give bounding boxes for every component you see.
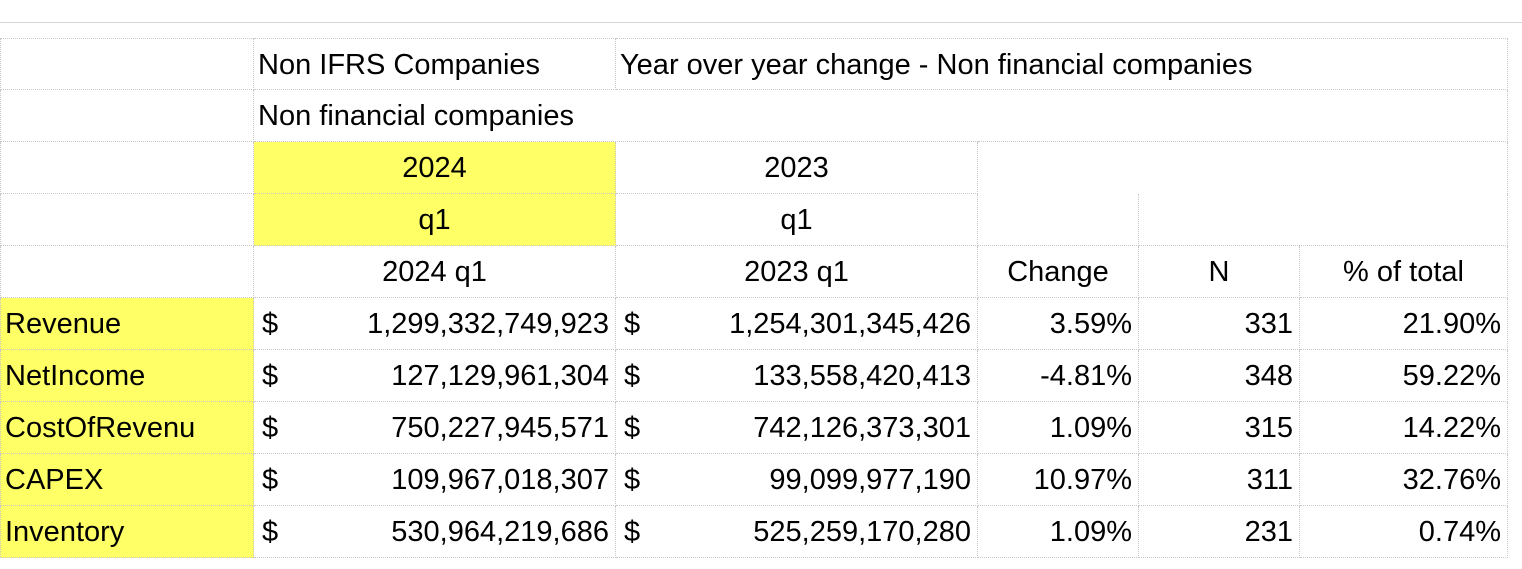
cell-pct-total[interactable]: 59.22% bbox=[1300, 350, 1508, 402]
table-row: Inventory $ 530,964,219,686 $ 525,259,17… bbox=[0, 506, 1522, 558]
cell-value-2024[interactable]: $ 530,964,219,686 bbox=[254, 506, 616, 558]
formula-bar-divider bbox=[0, 22, 1522, 23]
cell-blank[interactable] bbox=[978, 142, 1508, 194]
row-label[interactable]: NetIncome bbox=[0, 350, 254, 402]
cell-value-2023[interactable]: $ 742,126,373,301 bbox=[616, 402, 978, 454]
table-row: NetIncome $ 127,129,961,304 $ 133,558,42… bbox=[0, 350, 1522, 402]
cell-quarter-2024[interactable]: q1 bbox=[254, 194, 616, 246]
cell-n[interactable]: 348 bbox=[1139, 350, 1300, 402]
cell-year-2023[interactable]: 2023 bbox=[616, 142, 978, 194]
column-header-change[interactable]: Change bbox=[978, 246, 1139, 298]
sheet-row-title: Non IFRS Companies Year over year change… bbox=[0, 38, 1522, 90]
value-2024: 750,227,945,571 bbox=[391, 412, 609, 444]
currency-symbol: $ bbox=[624, 516, 641, 548]
value-2023: 99,099,977,190 bbox=[769, 464, 971, 496]
currency-symbol: $ bbox=[262, 308, 279, 340]
row-label[interactable]: CostOfRevenu bbox=[0, 402, 254, 454]
sheet-row-years: 2024 2023 bbox=[0, 142, 1522, 194]
currency-symbol: $ bbox=[624, 360, 641, 392]
row-label[interactable]: Inventory bbox=[0, 506, 254, 558]
cell-value-2024[interactable]: $ 750,227,945,571 bbox=[254, 402, 616, 454]
cell-n[interactable]: 331 bbox=[1139, 298, 1300, 350]
cell-value-2023[interactable]: $ 133,558,420,413 bbox=[616, 350, 978, 402]
currency-symbol: $ bbox=[262, 412, 279, 444]
cell-change[interactable]: 3.59% bbox=[978, 298, 1139, 350]
cell-blank[interactable] bbox=[0, 38, 254, 90]
row-label[interactable]: Revenue bbox=[0, 298, 254, 350]
currency-symbol: $ bbox=[262, 516, 279, 548]
cell-n[interactable]: 311 bbox=[1139, 454, 1300, 506]
currency-symbol: $ bbox=[624, 412, 641, 444]
table-row: CAPEX $ 109,967,018,307 $ 99,099,977,190… bbox=[0, 454, 1522, 506]
sheet-row-subtitle: Non financial companies bbox=[0, 90, 1522, 142]
value-2024: 109,967,018,307 bbox=[391, 464, 609, 496]
value-2023: 1,254,301,345,426 bbox=[729, 308, 971, 340]
cell-blank[interactable] bbox=[1139, 194, 1508, 246]
cell-n[interactable]: 315 bbox=[1139, 402, 1300, 454]
cell-value-2023[interactable]: $ 525,259,170,280 bbox=[616, 506, 978, 558]
cell-blank[interactable] bbox=[978, 90, 1508, 142]
cell-n[interactable]: 231 bbox=[1139, 506, 1300, 558]
currency-symbol: $ bbox=[624, 464, 641, 496]
cell-blank[interactable] bbox=[0, 246, 254, 298]
column-header-2023q1[interactable]: 2023 q1 bbox=[616, 246, 978, 298]
value-2024: 127,129,961,304 bbox=[391, 360, 609, 392]
cell-subtitle[interactable]: Non financial companies bbox=[254, 90, 978, 142]
currency-symbol: $ bbox=[262, 360, 279, 392]
cell-blank[interactable] bbox=[0, 194, 254, 246]
table-row: CostOfRevenu $ 750,227,945,571 $ 742,126… bbox=[0, 402, 1522, 454]
cell-value-2024[interactable]: $ 127,129,961,304 bbox=[254, 350, 616, 402]
cell-blank[interactable] bbox=[978, 194, 1139, 246]
cell-change[interactable]: 1.09% bbox=[978, 402, 1139, 454]
cell-change[interactable]: -4.81% bbox=[978, 350, 1139, 402]
currency-symbol: $ bbox=[262, 464, 279, 496]
value-2023: 525,259,170,280 bbox=[753, 516, 971, 548]
value-2023: 133,558,420,413 bbox=[753, 360, 971, 392]
value-2024: 530,964,219,686 bbox=[391, 516, 609, 548]
cell-value-2024[interactable]: $ 109,967,018,307 bbox=[254, 454, 616, 506]
sheet-row-column-headers: 2024 q1 2023 q1 Change N % of total bbox=[0, 246, 1522, 298]
cell-blank[interactable] bbox=[0, 142, 254, 194]
cell-value-2023[interactable]: $ 99,099,977,190 bbox=[616, 454, 978, 506]
cell-change[interactable]: 10.97% bbox=[978, 454, 1139, 506]
cell-change[interactable]: 1.09% bbox=[978, 506, 1139, 558]
cell-year-2024[interactable]: 2024 bbox=[254, 142, 616, 194]
cell-quarter-2023[interactable]: q1 bbox=[616, 194, 978, 246]
cell-title-right[interactable]: Year over year change - Non financial co… bbox=[616, 38, 1508, 90]
spreadsheet-grid: Non IFRS Companies Year over year change… bbox=[0, 38, 1522, 558]
row-label[interactable]: CAPEX bbox=[0, 454, 254, 506]
column-header-pct-total[interactable]: % of total bbox=[1300, 246, 1508, 298]
column-header-2024q1[interactable]: 2024 q1 bbox=[254, 246, 616, 298]
value-2023: 742,126,373,301 bbox=[753, 412, 971, 444]
value-2024: 1,299,332,749,923 bbox=[367, 308, 609, 340]
table-row: Revenue $ 1,299,332,749,923 $ 1,254,301,… bbox=[0, 298, 1522, 350]
sheet-row-quarters: q1 q1 bbox=[0, 194, 1522, 246]
cell-pct-total[interactable]: 32.76% bbox=[1300, 454, 1508, 506]
cell-title-left[interactable]: Non IFRS Companies bbox=[254, 38, 616, 90]
cell-value-2024[interactable]: $ 1,299,332,749,923 bbox=[254, 298, 616, 350]
currency-symbol: $ bbox=[624, 308, 641, 340]
cell-pct-total[interactable]: 21.90% bbox=[1300, 298, 1508, 350]
cell-pct-total[interactable]: 14.22% bbox=[1300, 402, 1508, 454]
cell-blank[interactable] bbox=[0, 90, 254, 142]
column-header-n[interactable]: N bbox=[1139, 246, 1300, 298]
cell-pct-total[interactable]: 0.74% bbox=[1300, 506, 1508, 558]
cell-value-2023[interactable]: $ 1,254,301,345,426 bbox=[616, 298, 978, 350]
